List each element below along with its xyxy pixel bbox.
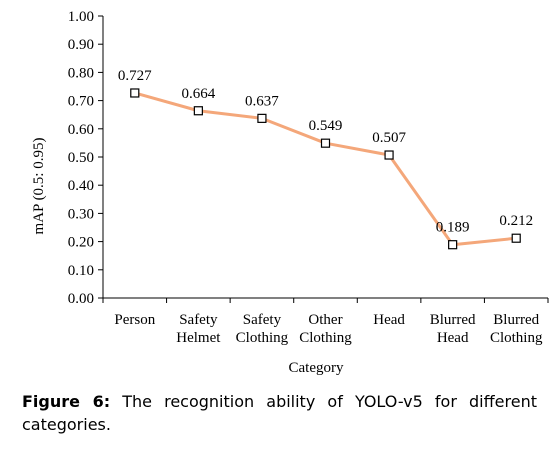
y-tick-label: 0.60 <box>68 122 94 138</box>
caption-label: Figure 6: <box>22 392 111 411</box>
y-tick-label: 0.40 <box>68 178 94 194</box>
x-tick-label: Other Clothing <box>299 312 352 346</box>
y-tick-label: 0.00 <box>68 291 94 307</box>
x-tick-label: Safety Helmet <box>176 312 221 346</box>
data-label: 0.664 <box>181 86 215 102</box>
data-point-marker <box>130 88 140 98</box>
y-tick-label: 1.00 <box>68 9 94 25</box>
y-tick-label: 0.20 <box>68 235 94 251</box>
data-label: 0.189 <box>436 220 470 236</box>
data-label: 0.549 <box>309 118 343 134</box>
x-tick-label: Blurred Head <box>430 312 476 346</box>
caption-text: The recognition ability of YOLO-v5 for d… <box>22 392 537 434</box>
y-tick-label: 0.30 <box>68 206 94 222</box>
y-tick-label: 0.80 <box>68 65 94 81</box>
data-point-marker <box>448 240 458 250</box>
data-point-marker <box>193 106 203 116</box>
y-tick-label: 0.10 <box>68 263 94 279</box>
data-point-marker <box>257 113 267 123</box>
data-label: 0.727 <box>118 68 152 84</box>
data-label: 0.637 <box>245 93 279 109</box>
y-axis-ticks: 0.00 0.10 0.20 0.30 0.40 0.50 0.60 0.70 0.80 0.90… <box>68 9 103 307</box>
x-tick-label: Head <box>373 312 405 328</box>
x-axis-title: Category <box>289 360 344 376</box>
data-markers <box>130 88 521 250</box>
x-tick-label: Person <box>114 312 155 328</box>
data-point-marker <box>511 233 521 243</box>
x-axis-ticks: Person Safety Helmet Safety Clothing Other Clo… <box>102 298 549 346</box>
y-tick-label: 0.90 <box>68 37 94 53</box>
data-point-marker <box>384 150 394 160</box>
data-label: 0.212 <box>499 213 533 229</box>
y-tick-label: 0.70 <box>68 94 94 110</box>
x-tick-label: Blurred Clothing <box>490 312 543 346</box>
line-chart: 0.00 0.10 0.20 0.30 0.40 0.50 0.60 0.70 0.80 0.90… <box>31 9 549 376</box>
data-point-marker <box>320 138 331 148</box>
y-tick-label: 0.50 <box>68 150 94 166</box>
x-tick-label: Safety Clothing <box>236 312 289 346</box>
y-axis-title: mAP (0.5: 0.95) <box>31 138 47 235</box>
data-label: 0.507 <box>372 130 406 146</box>
data-labels: 0.727 0.664 0.637 0.549 0.507 0.189 0.212 <box>118 68 533 236</box>
figure-caption: Figure 6: The recognition ability of YOL… <box>22 390 537 436</box>
